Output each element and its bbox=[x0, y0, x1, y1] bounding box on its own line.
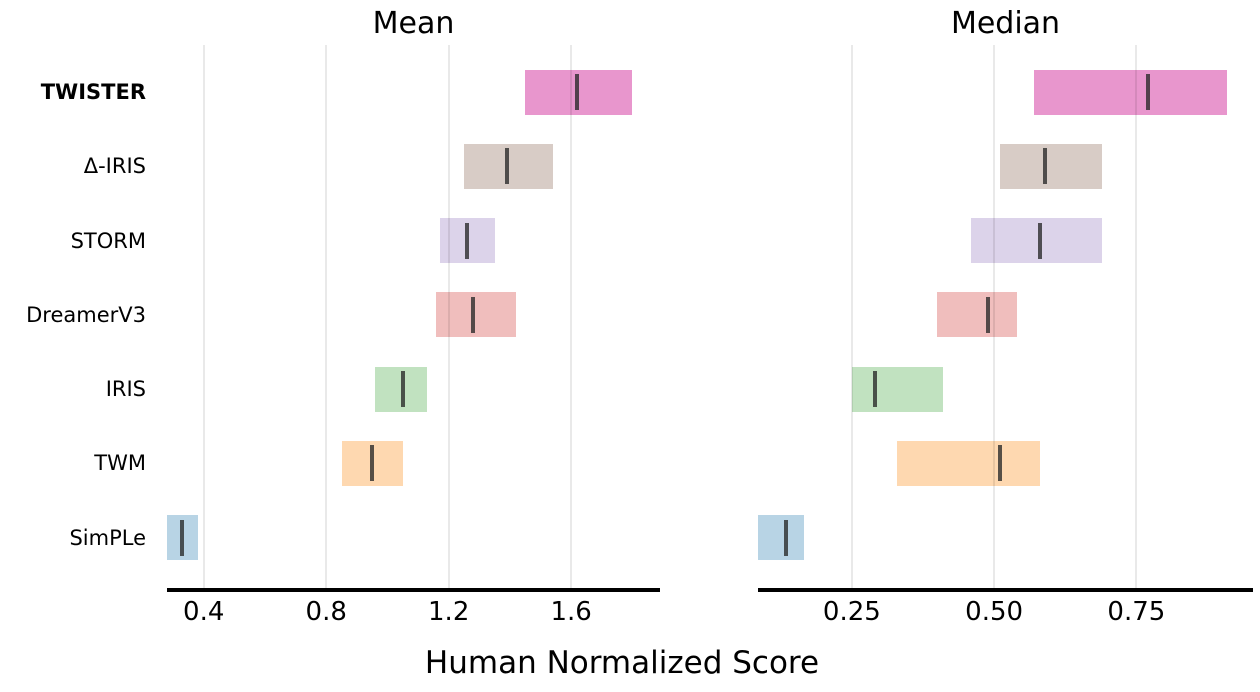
panel-title-median: Median bbox=[950, 6, 1061, 41]
y-axis-label-iris: IRIS bbox=[105, 377, 146, 402]
gridline bbox=[202, 45, 205, 588]
y-axis-label-twm: TWM bbox=[94, 451, 146, 476]
point-estimate-marker bbox=[370, 445, 375, 482]
interval-bar-median-storm bbox=[971, 218, 1103, 264]
point-estimate-marker bbox=[1145, 74, 1150, 110]
interval-bar-median-twm bbox=[897, 440, 1040, 486]
x-axis-label: Human Normalized Score bbox=[424, 645, 820, 681]
point-estimate-marker bbox=[872, 371, 877, 408]
point-estimate-marker bbox=[986, 296, 991, 333]
interval-bar-median-dreamerv3 bbox=[937, 292, 1017, 338]
point-estimate-marker bbox=[465, 222, 470, 259]
point-estimate-marker bbox=[504, 148, 509, 185]
point-estimate-marker bbox=[180, 519, 185, 556]
x-tick-label: 1.2 bbox=[428, 597, 470, 627]
y-axis-label-simple: SimPLe bbox=[69, 525, 146, 550]
point-estimate-marker bbox=[784, 519, 789, 556]
point-estimate-marker bbox=[471, 296, 476, 333]
x-tick-label: 0.75 bbox=[1107, 597, 1166, 627]
point-estimate-marker bbox=[400, 371, 405, 408]
x-tick-label: 1.6 bbox=[550, 597, 592, 627]
point-estimate-marker bbox=[575, 74, 580, 110]
x-tick-label: 0.8 bbox=[305, 597, 347, 627]
gridline bbox=[325, 45, 328, 588]
y-axis-label-twister: TWISTER bbox=[40, 80, 146, 104]
point-estimate-marker bbox=[1037, 222, 1042, 259]
x-tick-label: 0.4 bbox=[183, 597, 225, 627]
interval-bar-median--iris bbox=[999, 143, 1103, 189]
interval-bar-median-iris bbox=[851, 366, 943, 412]
x-axis-spine bbox=[167, 588, 660, 592]
gridline bbox=[1135, 45, 1138, 588]
panel-title-mean: Mean bbox=[372, 6, 455, 41]
interval-bar-mean-dreamerv3 bbox=[436, 292, 517, 338]
point-estimate-marker bbox=[1043, 148, 1048, 185]
x-axis-spine bbox=[758, 588, 1253, 592]
y-axis-label--iris: Δ-IRIS bbox=[83, 154, 146, 179]
y-axis-label-storm: STORM bbox=[70, 228, 146, 253]
gridline bbox=[850, 45, 853, 588]
gridline bbox=[447, 45, 450, 588]
y-axis-label-dreamerv3: DreamerV3 bbox=[26, 302, 146, 327]
gridline bbox=[570, 45, 573, 588]
interval-bar-median-twister bbox=[1033, 69, 1228, 115]
gridline bbox=[993, 45, 996, 588]
x-tick-label: 0.25 bbox=[822, 597, 881, 627]
interval-bar-median-simple bbox=[758, 515, 804, 561]
x-tick-label: 0.50 bbox=[965, 597, 1024, 627]
point-estimate-marker bbox=[997, 445, 1002, 482]
